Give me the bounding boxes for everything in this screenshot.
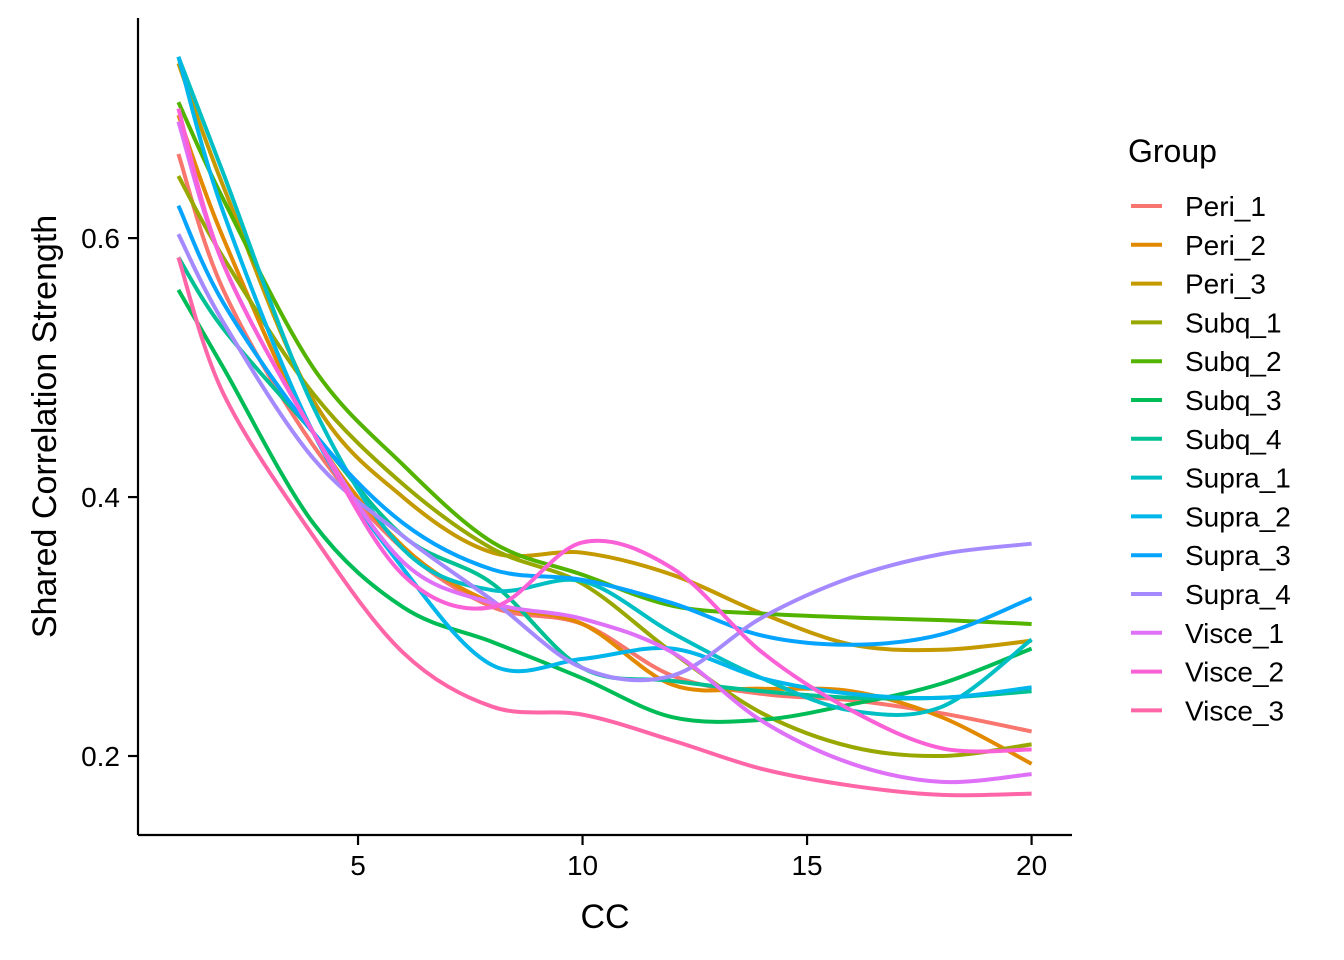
y-tick-label: 0.6 [81, 223, 120, 254]
series-line-subq-4 [176, 256, 1032, 701]
legend-item: Subq_1 [1131, 307, 1282, 338]
series-line-supra-2 [176, 56, 1032, 701]
series-line-subq-1 [176, 175, 1032, 759]
legend-item: Supra_4 [1131, 579, 1291, 610]
series-line-subq-3 [176, 288, 1033, 724]
legend-item: Peri_2 [1131, 230, 1266, 261]
y-axis-title: Shared Correlation Strength [26, 215, 64, 638]
legend-label: Supra_1 [1185, 463, 1291, 494]
x-axis-ticks: 5 10 15 20 [350, 835, 1047, 881]
legend-label: Peri_1 [1185, 191, 1266, 222]
y-tick-label: 0.2 [81, 741, 120, 772]
y-axis-ticks: 0.2 0.4 0.6 [81, 223, 138, 772]
legend-label: Subq_3 [1185, 385, 1282, 416]
legend-label: Subq_1 [1185, 307, 1282, 338]
legend-label: Visce_3 [1185, 695, 1284, 726]
axes: 5 10 15 20 0.2 0.4 0.6 [81, 18, 1072, 881]
x-tick-label: 15 [791, 850, 822, 881]
series-line-peri-3 [176, 62, 1032, 653]
legend-item: Visce_3 [1131, 695, 1284, 726]
y-tick-label: 0.4 [81, 482, 120, 513]
series-line-supra-3 [176, 204, 1033, 647]
legend-label: Supra_2 [1185, 501, 1291, 532]
series-line-supra-1 [176, 56, 1033, 717]
legend-item: Peri_3 [1131, 269, 1266, 300]
legend-item: Peri_1 [1131, 191, 1266, 222]
legend-label: Subq_2 [1185, 346, 1282, 377]
series-line-peri-2 [176, 114, 1033, 766]
plot-area [176, 56, 1033, 798]
legend-label: Supra_4 [1185, 579, 1291, 610]
legend-item: Subq_4 [1131, 424, 1282, 455]
legend-item: Visce_1 [1131, 618, 1284, 649]
legend-label: Supra_3 [1185, 540, 1291, 571]
x-axis-title: CC [580, 898, 629, 936]
legend-label: Visce_1 [1185, 618, 1284, 649]
legend-item: Supra_2 [1131, 501, 1291, 532]
legend-label: Peri_3 [1185, 269, 1266, 300]
series-line-supra-4 [176, 233, 1032, 683]
legend-title: Group [1128, 133, 1217, 169]
series-line-visce-2 [176, 108, 1032, 754]
legend-item: Supra_1 [1131, 463, 1291, 494]
legend-item: Subq_2 [1131, 346, 1282, 377]
x-tick-label: 5 [350, 850, 366, 881]
legend-items: Peri_1 Peri_2 Peri_3 Subq_1 Subq_2 Subq_3 Subq… [1131, 191, 1291, 726]
legend: Group Peri_1 Peri_2 Peri_3 Subq_1 Subq_2 Subq… [1128, 133, 1291, 726]
x-tick-label: 20 [1016, 850, 1047, 881]
legend-item: Subq_3 [1131, 385, 1282, 416]
series-line-peri-1 [176, 153, 1032, 734]
series-line-visce-3 [176, 256, 1032, 798]
legend-label: Subq_4 [1185, 424, 1282, 455]
legend-label: Peri_2 [1185, 230, 1266, 261]
series-line-subq-2 [176, 101, 1032, 626]
legend-item: Visce_2 [1131, 657, 1284, 688]
x-tick-label: 10 [567, 850, 598, 881]
legend-label: Visce_2 [1185, 657, 1284, 688]
legend-item: Supra_3 [1131, 540, 1291, 571]
